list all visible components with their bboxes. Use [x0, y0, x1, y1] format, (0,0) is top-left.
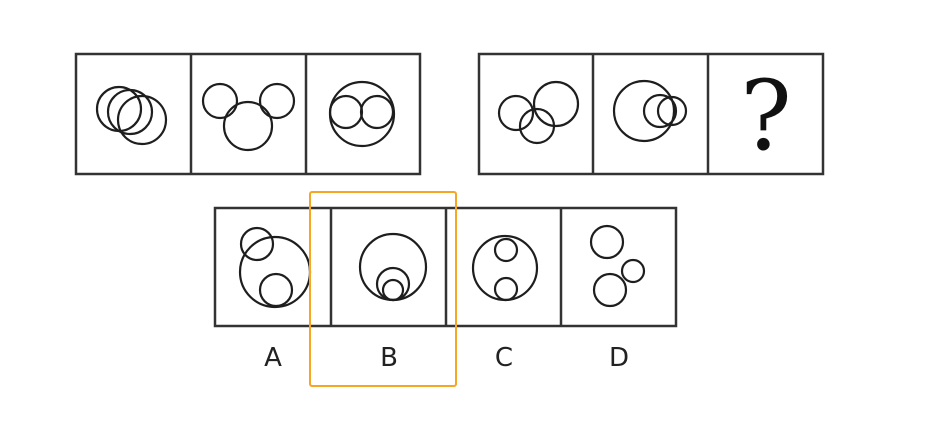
circle — [592, 272, 628, 308]
circle — [471, 234, 539, 302]
sequence-two — [477, 52, 825, 176]
sequence-one-frame — [74, 52, 422, 176]
circle — [258, 82, 296, 120]
circle — [620, 258, 646, 284]
options-row — [213, 206, 678, 328]
sequence-one — [74, 52, 422, 176]
option-a-label[interactable]: A — [264, 343, 282, 373]
circle — [222, 100, 274, 152]
circle — [497, 94, 535, 132]
option-c-label[interactable]: C — [494, 343, 514, 373]
option-d-label[interactable]: D — [608, 343, 630, 373]
circle — [258, 272, 294, 308]
selected-option-highlight — [309, 191, 457, 387]
question-mark: ? — [740, 60, 792, 172]
circle — [239, 226, 275, 262]
panel-1-1 — [95, 85, 168, 146]
circle — [493, 237, 519, 263]
circle — [612, 79, 676, 143]
circle — [642, 93, 678, 129]
circle — [532, 80, 580, 128]
option-a-figure[interactable] — [238, 226, 312, 309]
circle — [518, 107, 556, 145]
option-b-figure[interactable] — [358, 232, 428, 302]
circle — [201, 82, 239, 120]
panel-2-1 — [497, 80, 580, 145]
circle — [238, 235, 312, 309]
circle — [116, 94, 168, 146]
circle — [381, 278, 405, 302]
circle — [328, 94, 364, 130]
sequence-two-frame — [477, 52, 825, 176]
option-d-figure[interactable] — [589, 224, 646, 308]
circle — [656, 95, 688, 127]
circle — [106, 88, 154, 136]
circle — [589, 224, 625, 260]
panel-2-2 — [612, 79, 688, 143]
circle — [359, 94, 395, 130]
panel-1-2 — [201, 82, 296, 152]
option-b-label[interactable]: B — [380, 343, 398, 373]
panel-1-3 — [328, 80, 396, 148]
circle — [493, 276, 519, 302]
option-c-figure[interactable] — [471, 234, 539, 302]
